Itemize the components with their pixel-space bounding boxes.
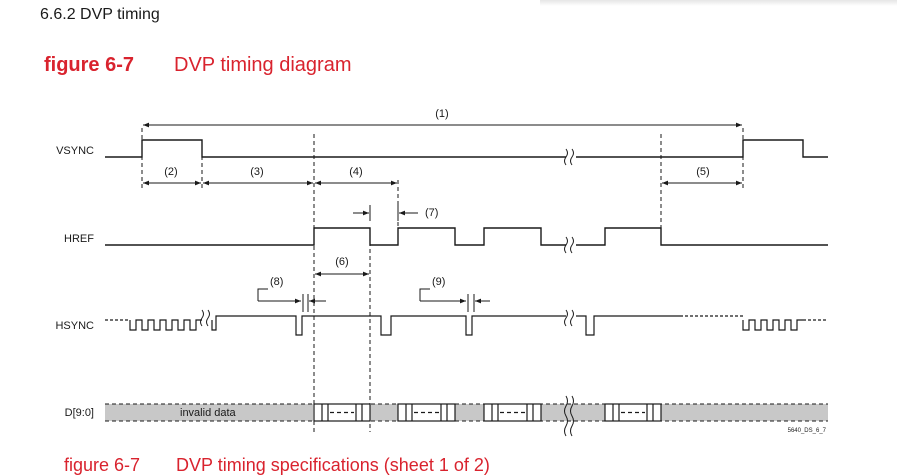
figure-caption: figure 6-7 DVP timing diagram xyxy=(44,54,351,77)
interval-1-label: (1) xyxy=(435,108,448,120)
figure-title: DVP timing diagram xyxy=(174,54,352,76)
invalid-data-label: invalid data xyxy=(180,407,237,419)
href-waveform xyxy=(105,227,828,246)
data-label: D[9:0] xyxy=(65,407,94,419)
interval-7-label: (7) xyxy=(425,207,438,219)
next-figure-number: figure 6-7 xyxy=(64,455,141,475)
interval-2-label: (2) xyxy=(164,166,177,178)
interval-8-marker xyxy=(257,288,326,312)
interval-3-label: (3) xyxy=(250,166,263,178)
vsync-interval-arrows xyxy=(143,122,742,186)
interval-9-label: (9) xyxy=(432,276,445,288)
vsync-waveform xyxy=(105,139,828,158)
hsync-label: HSYNC xyxy=(55,320,94,332)
next-figure-caption: figure 6-7 DVP timing specifications (she… xyxy=(64,455,490,476)
figure-number: figure 6-7 xyxy=(44,54,135,76)
data-break-icon xyxy=(564,395,574,437)
href-break-icon xyxy=(564,236,574,254)
interval-5-label: (5) xyxy=(696,166,709,178)
interval-6-label: (6) xyxy=(335,256,348,268)
valid-data-blocks xyxy=(313,403,662,422)
reference-lines xyxy=(141,128,744,432)
interval-8-label: (8) xyxy=(270,276,283,288)
vsync-label: VSYNC xyxy=(56,145,94,157)
section-title: 6.6.2 DVP timing xyxy=(40,6,160,23)
vsync-break-icon xyxy=(564,148,574,166)
next-figure-title: DVP timing specifications (sheet 1 of 2) xyxy=(176,455,490,475)
href-label: HREF xyxy=(64,233,94,245)
hsync-waveform xyxy=(105,315,828,336)
dvp-timing-diagram: VSYNC HREF HSYNC D[9:0] (1) (2) (3) (4) … xyxy=(55,108,828,437)
page-edge-shadow xyxy=(540,0,897,6)
interval-9-marker xyxy=(419,288,490,312)
interval-7-marker xyxy=(353,205,418,221)
hsync-break-icon xyxy=(200,309,574,327)
data-bus xyxy=(105,395,828,437)
figure-id: 5640_DS_6_7 xyxy=(788,428,827,434)
interval-4-label: (4) xyxy=(349,166,362,178)
